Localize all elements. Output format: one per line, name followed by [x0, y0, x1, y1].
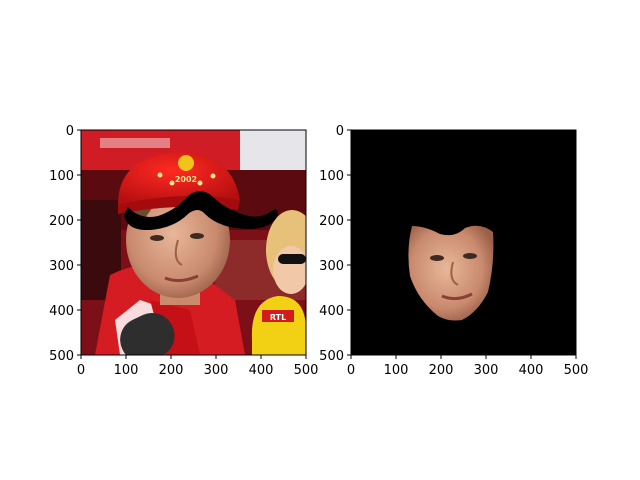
right-ytick-label: 500 [319, 349, 344, 364]
right-ytick-label: 0 [336, 124, 344, 139]
right-xtick-label: 0 [347, 363, 355, 378]
left-ytick-label: 100 [49, 169, 74, 184]
left-xtick-label: 200 [159, 363, 184, 378]
right-ytick-label: 300 [319, 259, 344, 274]
left-xtick-label: 0 [77, 363, 85, 378]
cap-year-text: 2002 [175, 175, 197, 184]
left-axes-frame [80, 129, 307, 356]
right-xtick-label: 300 [474, 363, 499, 378]
right-xtick-label: 500 [564, 363, 589, 378]
left-xtick-label: 400 [249, 363, 274, 378]
left-ytick-label: 400 [49, 304, 74, 319]
right-ytick-label: 200 [319, 214, 344, 229]
left-ytick-label: 300 [49, 259, 74, 274]
right-xtick-label: 400 [519, 363, 544, 378]
right-ytick-label: 100 [319, 169, 344, 184]
mic-logo-text: RTL [270, 313, 286, 322]
right-xtick-label: 200 [429, 363, 454, 378]
right-image [351, 130, 576, 355]
mustache-overlay [124, 191, 278, 231]
right-ytick-label: 400 [319, 304, 344, 319]
left-image: 2002 RTL [81, 130, 306, 355]
left-ytick-label: 500 [49, 349, 74, 364]
left-ytick-label: 200 [49, 214, 74, 229]
black-microphone [120, 312, 175, 355]
right-xtick-label: 100 [384, 363, 409, 378]
left-xtick-label: 500 [294, 363, 319, 378]
left-xtick-label: 300 [204, 363, 229, 378]
right-axes-frame [350, 129, 577, 356]
left-ytick-label: 0 [66, 124, 74, 139]
left-xtick-label: 100 [114, 363, 139, 378]
